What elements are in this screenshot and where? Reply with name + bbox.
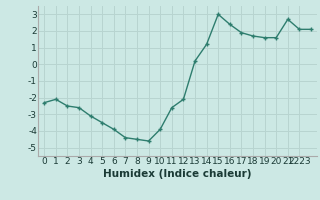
X-axis label: Humidex (Indice chaleur): Humidex (Indice chaleur) xyxy=(103,169,252,179)
